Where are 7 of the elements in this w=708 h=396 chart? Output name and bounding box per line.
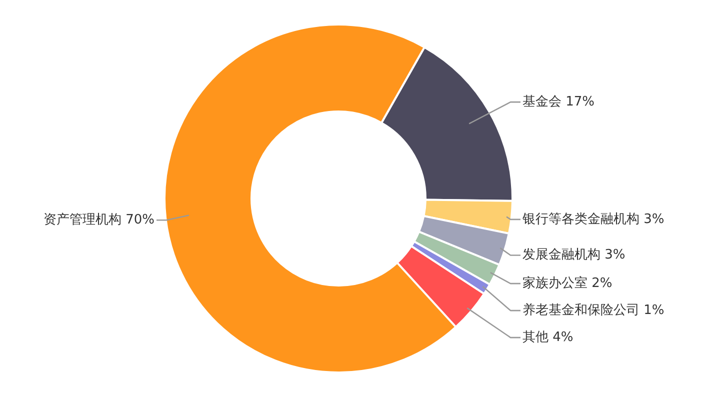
slice-label: 发展金融机构 3% [522,248,626,263]
slice-label: 家族办公室 2% [522,275,612,292]
slice-label: 养老基金和保险公司 1% [522,302,664,318]
slice-label: 其他 4% [522,330,574,346]
slice-label: 资产管理机构 70% [43,212,155,228]
slice-label: 银行等各类金融机构 3% [522,212,664,227]
slice-label: 基金会 17% [522,94,595,110]
